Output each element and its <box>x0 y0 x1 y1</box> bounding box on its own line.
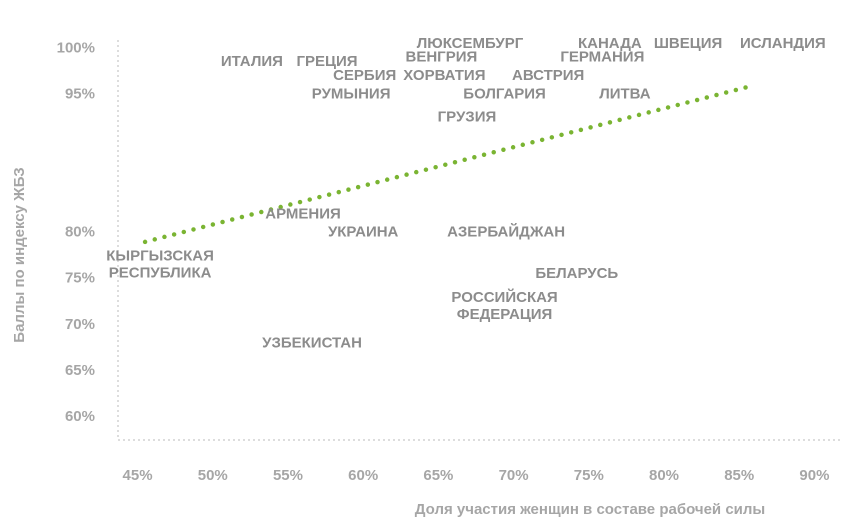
country-label: РУМЫНИЯ <box>312 85 391 102</box>
country-label: КЫРГЫЗСКАЯ РЕСПУБЛИКА <box>106 247 214 281</box>
x-tick-label: 80% <box>649 467 679 484</box>
country-label-line: ХОРВАТИЯ <box>403 67 485 84</box>
x-tick-label: 70% <box>499 467 529 484</box>
country-label: УКРАИНА <box>328 224 399 241</box>
country-label-line: РОССИЙСКАЯ <box>451 288 557 306</box>
country-label-line: ЛЮКСЕМБУРГ <box>417 35 524 52</box>
country-label-line: БЕЛАРУСЬ <box>535 265 618 282</box>
country-label: ЛИТВА <box>599 85 651 102</box>
country-label: ЛЮКСЕМБУРГ <box>417 35 524 52</box>
country-label-line: СЕРБИЯ <box>333 67 396 84</box>
country-label-line: АЗЕРБАЙДЖАН <box>447 223 565 241</box>
country-label-line: ИСЛАНДИЯ <box>740 35 826 52</box>
x-tick-label: 55% <box>273 467 303 484</box>
country-label: АЗЕРБАЙДЖАН <box>447 223 565 241</box>
country-label: ХОРВАТИЯ <box>403 67 485 84</box>
x-tick-label: 50% <box>198 467 228 484</box>
x-tick-label: 60% <box>348 467 378 484</box>
country-label: ГРЕЦИЯ <box>297 53 358 70</box>
x-tick-label: 85% <box>724 467 754 484</box>
country-label: БОЛГАРИЯ <box>463 85 546 102</box>
country-label: АВСТРИЯ <box>512 67 584 84</box>
country-label-line: РУМЫНИЯ <box>312 85 391 102</box>
country-label: РОССИЙСКАЯ ФЕДЕРАЦИЯ <box>451 288 557 323</box>
country-label: ВЕНГРИЯ <box>406 49 478 66</box>
country-label: ГРУЗИЯ <box>438 108 497 125</box>
country-label-line: ЛИТВА <box>599 85 651 102</box>
country-label-line: ФЕДЕРАЦИЯ <box>457 306 553 323</box>
y-tick-label: 65% <box>65 362 95 379</box>
country-label-line: ГРЕЦИЯ <box>297 53 358 70</box>
country-label: АРМЕНИЯ <box>265 205 341 222</box>
country-label-line: КЫРГЫЗСКАЯ <box>106 247 214 264</box>
country-label: ИСЛАНДИЯ <box>740 35 826 52</box>
country-label-line: ИТАЛИЯ <box>221 53 283 70</box>
country-label-line: РЕСПУБЛИКА <box>109 264 212 281</box>
x-tick-label: 90% <box>799 467 829 484</box>
country-label-line: ВЕНГРИЯ <box>406 49 478 66</box>
y-tick-label: 80% <box>65 224 95 241</box>
country-label: КАНАДА <box>578 35 642 52</box>
country-label-line: ШВЕЦИЯ <box>654 35 722 52</box>
x-tick-label: 65% <box>423 467 453 484</box>
y-axis-label: Баллы по индексу ЖБЗ <box>11 167 28 342</box>
country-label: БЕЛАРУСЬ <box>535 265 618 282</box>
country-label-line: АВСТРИЯ <box>512 67 584 84</box>
country-label-line: ГЕРМАНИЯ <box>560 49 644 66</box>
country-label: ШВЕЦИЯ <box>654 35 722 52</box>
y-tick-label: 95% <box>65 85 95 102</box>
y-tick-label: 100% <box>57 39 95 56</box>
x-tick-label: 75% <box>574 467 604 484</box>
country-label-line: ГРУЗИЯ <box>438 108 497 125</box>
country-label: СЕРБИЯ <box>333 67 396 84</box>
y-tick-label: 70% <box>65 316 95 333</box>
y-tick-label: 75% <box>65 270 95 287</box>
country-label: УЗБЕКИСТАН <box>262 334 362 351</box>
country-label-line: КАНАДА <box>578 35 642 52</box>
country-label-line: АРМЕНИЯ <box>265 205 341 222</box>
country-label-line: БОЛГАРИЯ <box>463 85 546 102</box>
country-label: ИТАЛИЯ <box>221 53 283 70</box>
country-label-line: УЗБЕКИСТАН <box>262 334 362 351</box>
y-tick-label: 60% <box>65 408 95 425</box>
x-axis-label: Доля участия женщин в составе рабочей си… <box>415 501 765 518</box>
country-label-line: УКРАИНА <box>328 224 399 241</box>
x-tick-label: 45% <box>123 467 153 484</box>
country-label: ГЕРМАНИЯ <box>560 49 644 66</box>
